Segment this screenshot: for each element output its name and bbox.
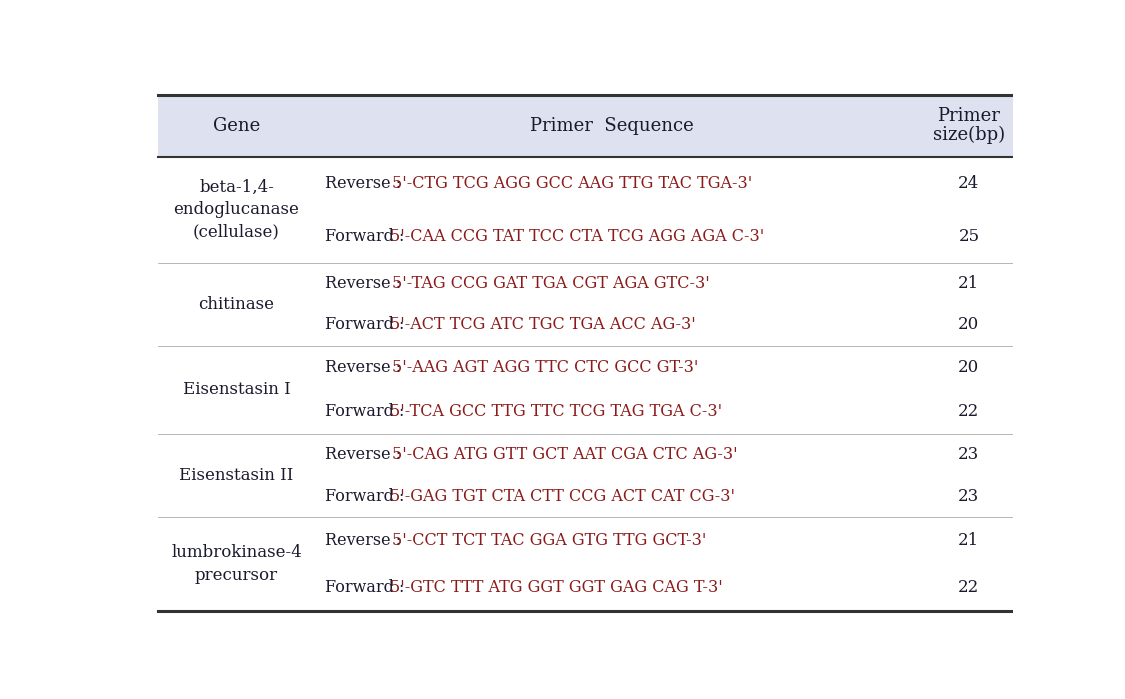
Text: 25: 25 (958, 228, 980, 245)
Text: Eisenstasin II: Eisenstasin II (179, 467, 294, 484)
Text: beta-1,4-
endoglucanase
(cellulase): beta-1,4- endoglucanase (cellulase) (173, 179, 299, 240)
Bar (158, 94, 1030, 157)
Text: 5'-CAG ATG GTT GCT AAT CGA CTC AG-3': 5'-CAG ATG GTT GCT AAT CGA CTC AG-3' (392, 447, 737, 463)
Text: Gene: Gene (213, 117, 260, 135)
Text: chitinase: chitinase (198, 296, 274, 312)
Text: Forward :: Forward : (325, 317, 410, 333)
Text: Forward :: Forward : (325, 488, 410, 505)
Text: 5'-CCT TCT TAC GGA GTG TTG GCT-3': 5'-CCT TCT TAC GGA GTG TTG GCT-3' (392, 532, 706, 549)
Text: Reverse :: Reverse : (325, 175, 407, 192)
Text: size(bp): size(bp) (933, 126, 1005, 145)
Text: Eisenstasin I: Eisenstasin I (182, 382, 290, 398)
Text: Reverse :: Reverse : (325, 359, 407, 376)
Text: 5'-CAA CCG TAT TCC CTA TCG AGG AGA C-3': 5'-CAA CCG TAT TCC CTA TCG AGG AGA C-3' (390, 228, 764, 245)
Text: Reverse :: Reverse : (325, 447, 407, 463)
Text: 23: 23 (958, 488, 980, 505)
Text: 5'-GAG TGT CTA CTT CCG ACT CAT CG-3': 5'-GAG TGT CTA CTT CCG ACT CAT CG-3' (390, 488, 735, 505)
Text: 21: 21 (958, 275, 980, 292)
Text: 22: 22 (958, 579, 980, 596)
Text: Forward :: Forward : (325, 579, 410, 596)
Text: 23: 23 (958, 447, 980, 463)
Text: 5'-AAG AGT AGG TTC CTC GCC GT-3': 5'-AAG AGT AGG TTC CTC GCC GT-3' (392, 359, 699, 376)
Text: lumbrokinase-4
precursor: lumbrokinase-4 precursor (171, 545, 302, 584)
Text: Forward :: Forward : (325, 228, 410, 245)
Text: Forward :: Forward : (325, 403, 410, 421)
Text: 20: 20 (958, 317, 980, 333)
Text: 24: 24 (958, 175, 980, 192)
Text: Reverse :: Reverse : (325, 275, 407, 292)
Text: Primer  Sequence: Primer Sequence (530, 117, 693, 135)
Text: 5'-ACT TCG ATC TGC TGA ACC AG-3': 5'-ACT TCG ATC TGC TGA ACC AG-3' (390, 317, 695, 333)
Text: 20: 20 (958, 359, 980, 376)
Text: 5'-CTG TCG AGG GCC AAG TTG TAC TGA-3': 5'-CTG TCG AGG GCC AAG TTG TAC TGA-3' (392, 175, 752, 192)
Text: 22: 22 (958, 403, 980, 421)
Text: 5'-GTC TTT ATG GGT GGT GAG CAG T-3': 5'-GTC TTT ATG GGT GGT GAG CAG T-3' (390, 579, 722, 596)
Text: 5'-TAG CCG GAT TGA CGT AGA GTC-3': 5'-TAG CCG GAT TGA CGT AGA GTC-3' (392, 275, 710, 292)
Text: Reverse :: Reverse : (325, 532, 407, 549)
Text: Primer: Primer (937, 107, 1000, 125)
Text: 5'-TCA GCC TTG TTC TCG TAG TGA C-3': 5'-TCA GCC TTG TTC TCG TAG TGA C-3' (390, 403, 722, 421)
Text: 21: 21 (958, 532, 980, 549)
